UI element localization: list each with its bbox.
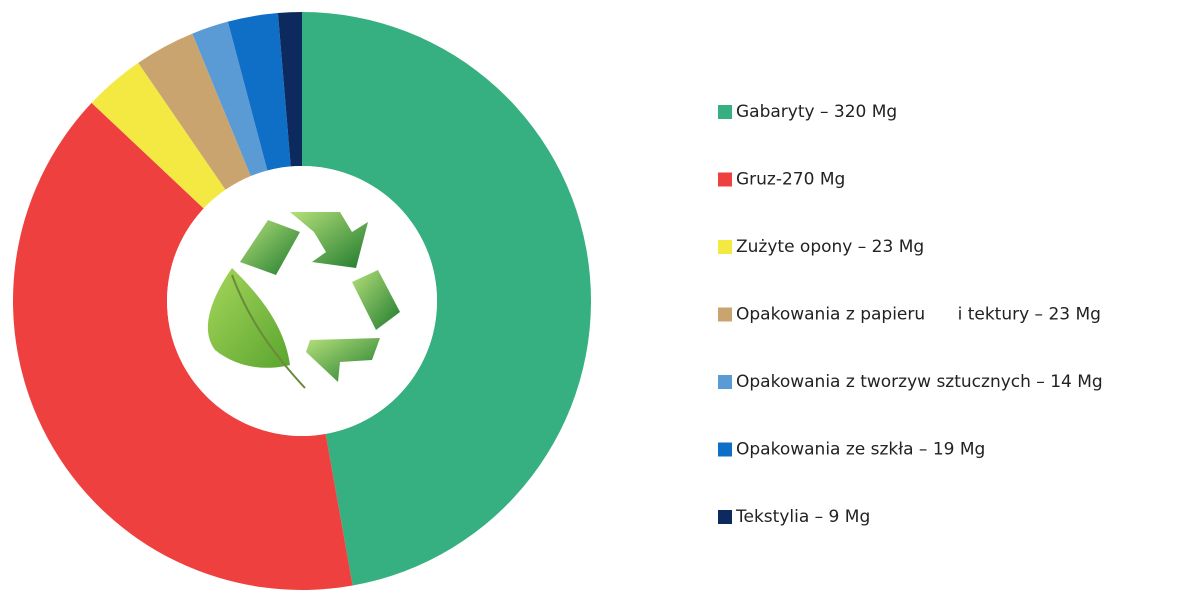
donut-segment	[302, 12, 592, 586]
legend-label: Zużyte opony – 23 Mg	[736, 237, 924, 257]
donut-segment	[192, 21, 268, 177]
legend-label: Gruz-270 Mg	[736, 170, 845, 190]
legend-label: Opakowania z papieru i tektury – 23 Mg	[736, 305, 1101, 325]
legend: Gabaryty – 320 Mg Gruz-270 Mg Zużyte opony…	[718, 102, 1103, 527]
legend-swatch	[718, 510, 732, 524]
legend-swatch	[718, 105, 732, 119]
legend-swatch	[718, 240, 732, 254]
legend-label: Tekstylia – 9 Mg	[735, 507, 870, 527]
legend-swatch	[718, 442, 732, 457]
legend-label: Gabaryty – 320 Mg	[736, 102, 897, 122]
legend-label: Opakowania ze szkła – 19 Mg	[736, 440, 985, 460]
legend-label: Opakowania z tworzyw sztucznych – 14 Mg	[736, 372, 1103, 392]
legend-swatch	[718, 307, 732, 322]
legend-swatch	[718, 375, 732, 389]
donut-segment	[12, 102, 353, 590]
donut-hole	[167, 166, 437, 436]
donut-segment	[227, 13, 291, 171]
legend-swatch	[718, 172, 732, 187]
donut-segment	[277, 12, 302, 167]
donut-segment	[138, 33, 251, 190]
donut	[12, 12, 592, 590]
recycle-icon	[207, 212, 400, 389]
donut-segment	[91, 62, 226, 209]
